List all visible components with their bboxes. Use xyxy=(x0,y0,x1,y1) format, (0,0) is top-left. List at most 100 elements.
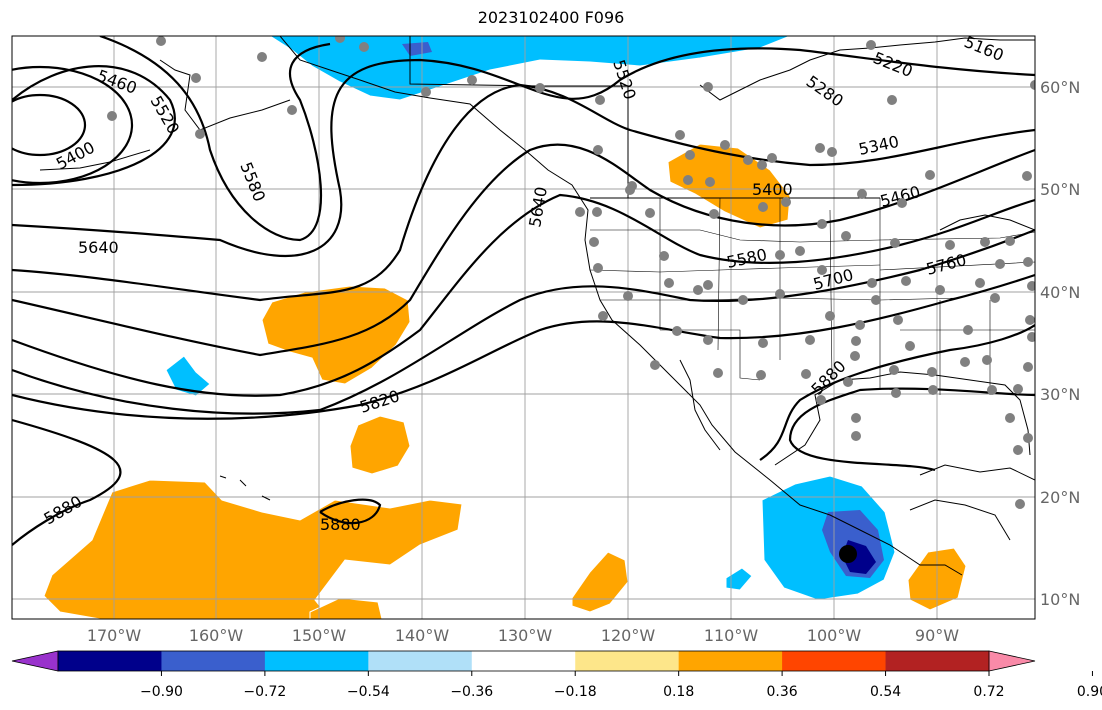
station-dot xyxy=(664,278,674,288)
station-dot xyxy=(1030,80,1035,90)
colorbar-tick-label: −0.72 xyxy=(243,684,286,700)
station-dot xyxy=(841,231,851,241)
station-dot xyxy=(805,335,815,345)
station-dot xyxy=(623,291,633,301)
station-markers xyxy=(107,36,1035,509)
contour-label: 5640 xyxy=(78,238,119,257)
colorbar-cell xyxy=(368,651,473,671)
contour-label: 5880 xyxy=(807,357,849,399)
station-dot xyxy=(758,338,768,348)
station-dot xyxy=(975,278,985,288)
lon-tick-label: 140°W xyxy=(395,626,450,645)
station-dot xyxy=(816,395,826,405)
colorbar-extend-min xyxy=(11,650,59,672)
station-dot xyxy=(535,83,545,93)
station-dot xyxy=(980,237,990,247)
contour-label: 5280 xyxy=(803,72,847,111)
lon-tick-label: 170°W xyxy=(87,626,142,645)
station-dot xyxy=(781,197,791,207)
station-dot xyxy=(589,237,599,247)
station-dot xyxy=(867,278,877,288)
station-dot xyxy=(817,219,827,229)
station-dot xyxy=(843,377,853,387)
station-dot xyxy=(1013,445,1023,455)
station-dot xyxy=(593,263,603,273)
station-dot xyxy=(1027,281,1035,291)
station-dot xyxy=(593,145,603,155)
station-dot xyxy=(359,42,369,52)
station-dot xyxy=(801,369,811,379)
negative-anomaly-small-west xyxy=(725,567,753,591)
station-dot xyxy=(703,335,713,345)
station-dot xyxy=(925,170,935,180)
lon-tick-label: 110°W xyxy=(704,626,759,645)
station-dot xyxy=(905,341,915,351)
colorbar-tick-label: 0.36 xyxy=(767,684,798,700)
station-dot xyxy=(817,265,827,275)
lat-tick-label: 40°N xyxy=(1040,283,1080,302)
contour-label: 5220 xyxy=(871,48,916,81)
station-dot xyxy=(1013,384,1023,394)
positive-anomaly-subtropics xyxy=(43,479,463,619)
contour-label: 5160 xyxy=(962,32,1007,65)
colorbar-frame xyxy=(57,650,990,672)
station-dot xyxy=(795,246,805,256)
station-dot xyxy=(927,367,937,377)
colorbar-cell xyxy=(678,651,783,671)
contour-label: 5880 xyxy=(320,515,361,534)
station-dot xyxy=(1022,171,1032,181)
map-panel: 5460 5400 5520 5580 5640 5820 5880 5880 … xyxy=(12,32,1035,619)
contour-label: 5400 xyxy=(752,180,793,199)
station-dot xyxy=(960,357,970,367)
colorbar-extend-max xyxy=(988,650,1036,672)
colorbar: −0.90 −0.72 −0.54 −0.36 −0.18 0.18 0.36 0.54 0.7… xyxy=(11,650,1102,700)
colorbar-tick-label: 0.18 xyxy=(663,684,694,700)
station-dot xyxy=(995,259,1005,269)
station-dot xyxy=(287,105,297,115)
station-dot xyxy=(672,326,682,336)
lon-tick-label: 90°W xyxy=(915,626,959,645)
station-dot xyxy=(758,202,768,212)
station-dot xyxy=(705,177,715,187)
station-dot xyxy=(720,140,730,150)
anomaly-shading xyxy=(43,36,967,619)
station-dot xyxy=(1005,236,1015,246)
station-dot xyxy=(825,311,835,321)
station-dot xyxy=(963,325,973,335)
contour-label: 5580 xyxy=(236,159,269,204)
station-dot xyxy=(107,111,117,121)
station-dot xyxy=(257,52,267,62)
station-dot xyxy=(627,181,637,191)
storm-center-marker xyxy=(839,545,857,563)
station-dot xyxy=(851,336,861,346)
negative-anomaly-hawaii-west xyxy=(165,355,211,397)
lat-tick-label: 50°N xyxy=(1040,180,1080,199)
station-dot xyxy=(709,209,719,219)
colorbar-cell xyxy=(58,651,162,671)
lat-tick-label: 30°N xyxy=(1040,385,1080,404)
colorbar-cell xyxy=(575,651,680,671)
station-dot xyxy=(815,143,825,153)
colorbar-cell xyxy=(161,651,266,671)
station-dot xyxy=(945,240,955,250)
station-dot xyxy=(421,87,431,97)
station-dot xyxy=(598,311,608,321)
lat-tick-label: 60°N xyxy=(1040,78,1080,97)
station-dot xyxy=(987,385,997,395)
station-dot xyxy=(659,251,669,261)
station-dot xyxy=(871,295,881,305)
colorbar-tick-label: −0.54 xyxy=(347,684,390,700)
coastlines xyxy=(39,36,1035,576)
lat-tick-label: 20°N xyxy=(1040,488,1080,507)
station-dot xyxy=(990,293,1000,303)
lon-tick-label: 130°W xyxy=(498,626,553,645)
station-dot xyxy=(1025,315,1035,325)
station-dot xyxy=(855,320,865,330)
station-dot xyxy=(191,73,201,83)
station-dot xyxy=(703,82,713,92)
station-dot xyxy=(851,413,861,423)
station-dot xyxy=(1027,332,1035,342)
station-dot xyxy=(851,431,861,441)
lon-tick-label: 120°W xyxy=(601,626,656,645)
station-dot xyxy=(893,315,903,325)
